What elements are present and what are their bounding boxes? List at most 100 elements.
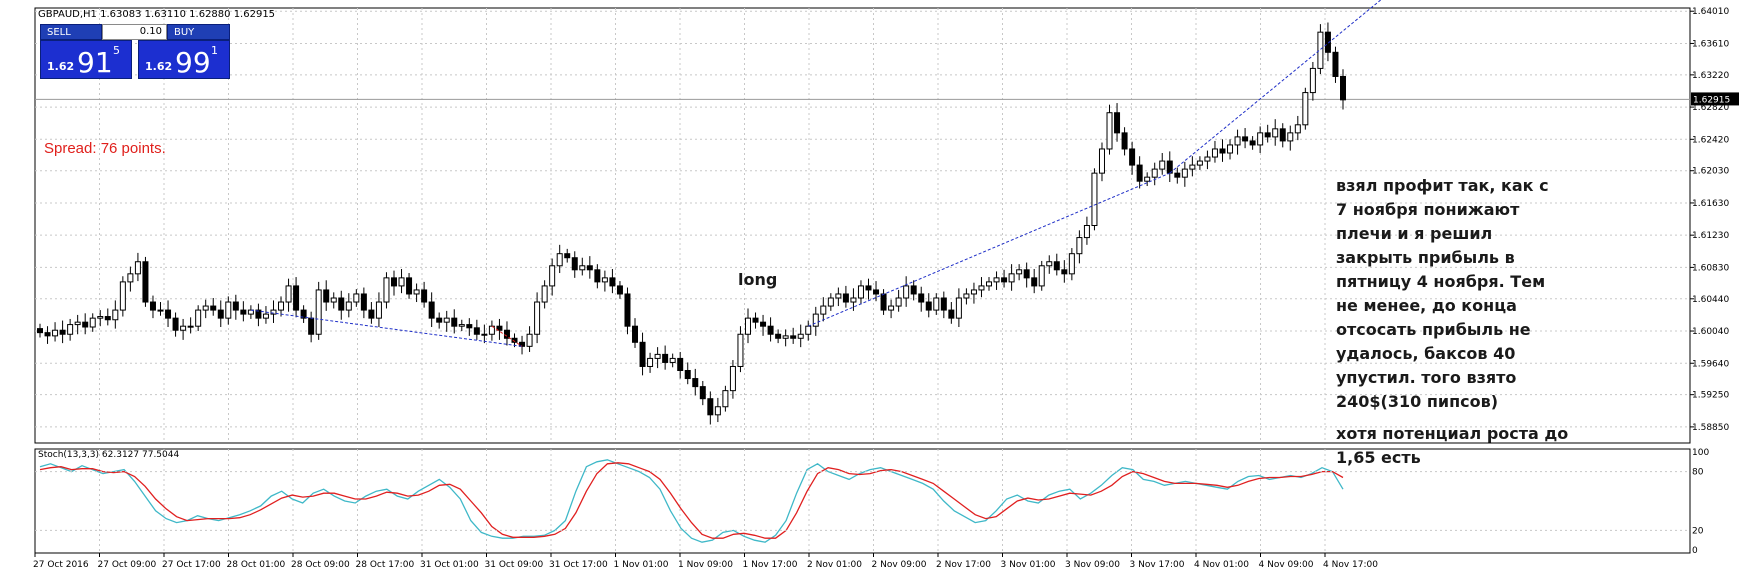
- candle-body-bear: [684, 370, 691, 380]
- sell-price-box[interactable]: 1.62 91 5: [40, 40, 132, 79]
- candle-body-bear: [910, 285, 917, 295]
- candle: [1279, 123, 1286, 148]
- candle: [541, 280, 548, 309]
- candle: [579, 257, 586, 276]
- candle: [1083, 216, 1090, 245]
- candle-body-bear: [760, 321, 767, 327]
- candle: [458, 319, 465, 332]
- candle: [1151, 162, 1158, 186]
- time-tick-label: 31 Oct 01:00: [420, 560, 479, 570]
- candle-body-bear: [699, 386, 706, 400]
- candle-body-bull: [526, 333, 533, 347]
- candle: [609, 269, 616, 294]
- candle: [948, 302, 955, 324]
- candle: [805, 320, 812, 341]
- candle-body-bull: [225, 301, 232, 319]
- candle: [300, 305, 307, 323]
- candle: [624, 287, 631, 335]
- spread-info: Spread: 76 points.: [44, 140, 166, 157]
- candle-body-bull: [278, 301, 285, 311]
- candle: [760, 314, 767, 336]
- candle-body-bull: [1068, 253, 1075, 275]
- candle-body-bear: [775, 333, 782, 339]
- trade-line-2: [808, 172, 1170, 327]
- candle-body-bear: [293, 285, 300, 311]
- candle-body-bear: [1114, 112, 1121, 134]
- candle-body-bear: [842, 293, 849, 303]
- candle-body-bull: [827, 297, 834, 307]
- candle: [278, 296, 285, 317]
- candle-body-bull: [1144, 176, 1151, 182]
- candle: [488, 320, 495, 341]
- candle-body-bull: [933, 297, 940, 311]
- candle: [1189, 156, 1196, 177]
- candle: [534, 292, 541, 344]
- candle-body-bear: [466, 324, 473, 329]
- time-tick-label: 4 Nov 01:00: [1194, 560, 1249, 570]
- buy-button[interactable]: BUY: [167, 24, 230, 40]
- price-axis: 1.64010 1.63610 1.63220 1.62820 1.62420 1.620…: [1690, 7, 1739, 433]
- candle-body-bear: [880, 293, 887, 311]
- candle: [1046, 255, 1053, 274]
- buy-price-fraction: 1: [211, 44, 218, 57]
- candle-body-bear: [1249, 140, 1256, 146]
- candle-body-bull: [1008, 273, 1015, 283]
- comment-line: хотя потенциал роста до: [1336, 424, 1569, 443]
- candle: [436, 312, 443, 329]
- sell-button[interactable]: SELL: [40, 24, 102, 40]
- candle-body-bear: [948, 309, 955, 319]
- price-tick-label: 1.62030: [1692, 167, 1729, 177]
- candle-body-bull: [1257, 132, 1264, 146]
- candle-body-bull: [729, 365, 736, 392]
- price-tick-label: 1.59250: [1692, 391, 1729, 401]
- candle-body-bull: [398, 277, 405, 287]
- price-tick-label: 1.60830: [1692, 263, 1729, 273]
- candle-body-bull: [835, 293, 842, 299]
- candle: [797, 324, 804, 348]
- price-tick-label: 1.63610: [1692, 39, 1729, 49]
- candle: [1309, 61, 1316, 101]
- candle-body-bull: [993, 277, 1000, 283]
- candle-body-bull: [797, 333, 804, 339]
- candle: [74, 314, 81, 335]
- candle-body-bull: [556, 253, 563, 267]
- candle-body-bull: [443, 317, 450, 323]
- candle-body-bear: [1023, 269, 1030, 279]
- candle: [1008, 264, 1015, 291]
- candle: [888, 299, 895, 319]
- candle-body-bull: [112, 309, 119, 321]
- candle-body-bull: [1317, 31, 1324, 69]
- candle-body-bull: [1091, 172, 1098, 226]
- candle-body-bull: [89, 317, 96, 328]
- candle-body-bull: [134, 261, 141, 275]
- candle: [345, 293, 352, 318]
- stochastic-level-label: 0: [1692, 546, 1698, 556]
- candle: [820, 297, 827, 322]
- comment-line: 1,65 есть: [1336, 448, 1421, 467]
- candle: [1023, 262, 1030, 288]
- candle-body-bear: [503, 329, 510, 339]
- candle: [353, 289, 360, 307]
- candle-body-bull: [895, 297, 902, 307]
- candle-body-bull: [481, 333, 488, 336]
- candle-body-bear: [1279, 128, 1286, 142]
- candle-body-bull: [330, 297, 337, 303]
- candle-body-bull: [986, 281, 993, 287]
- candle-body-bear: [82, 321, 89, 328]
- candle-body-bear: [59, 329, 66, 335]
- candle: [594, 264, 601, 289]
- candle: [1114, 103, 1121, 142]
- candle: [375, 292, 382, 327]
- sell-price-prefix: 1.62: [47, 60, 75, 73]
- candle: [89, 313, 96, 332]
- candle-body-bear: [707, 398, 714, 416]
- price-tick-label: 1.62820: [1692, 103, 1729, 113]
- candle-body-bull: [1211, 148, 1218, 158]
- candle-body-bear: [1340, 75, 1346, 101]
- buy-price-box[interactable]: 1.62 99 1: [138, 40, 230, 79]
- lot-size-input[interactable]: 0.10: [102, 24, 167, 40]
- candle: [232, 294, 239, 320]
- candle-body-bear: [662, 353, 669, 363]
- price-tick-label: 1.59640: [1692, 359, 1729, 369]
